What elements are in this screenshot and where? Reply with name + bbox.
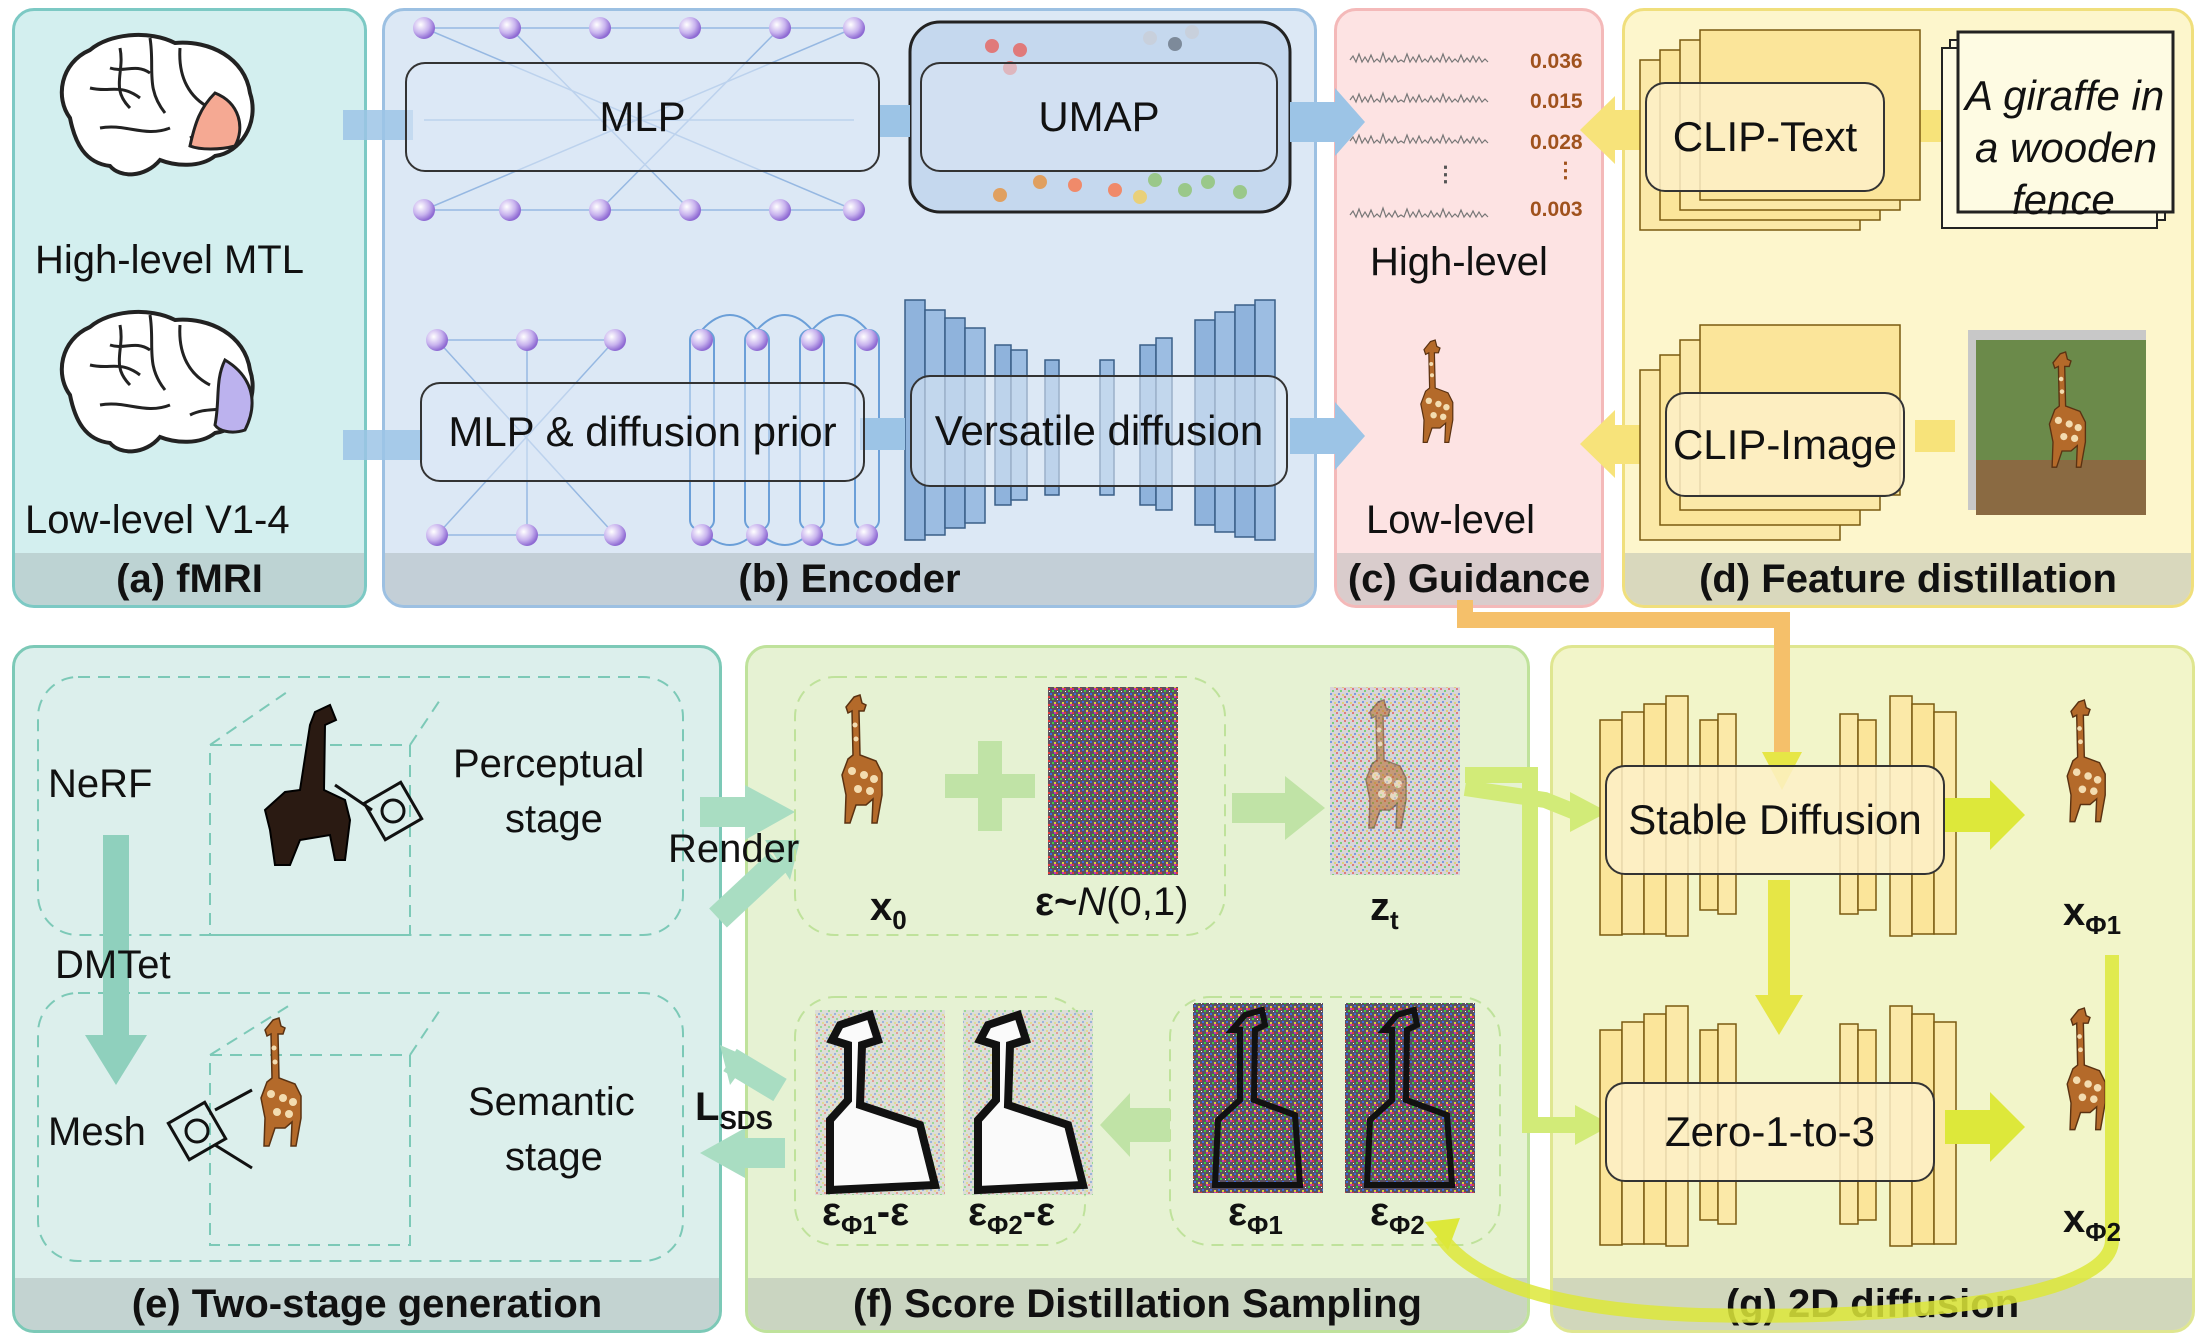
umap-points: [985, 25, 1247, 204]
diff-phi2-image: [963, 1009, 1093, 1195]
zero123-box: Zero-1-to-3: [1605, 1082, 1935, 1182]
noise-eq-label: ε~N(0,1): [1035, 880, 1189, 924]
ellipsis-1: ⋮: [1435, 163, 1456, 186]
guidance-panel-label: (c) Guidance: [1337, 553, 1601, 605]
giraffe-image-low-level: [1420, 339, 1454, 443]
two-stage-panel: (e) Two-stage generation: [12, 645, 722, 1333]
versatile-diffusion-box: Versatile diffusion: [910, 375, 1288, 487]
nerf-object-dark-giraffe: [263, 703, 352, 866]
rendered-image-x0: [841, 694, 883, 824]
xphi2-image: [2066, 1007, 2106, 1131]
feedback-loop-arrow: [1434, 955, 2119, 1323]
noised-image-zt: [1330, 687, 1460, 875]
mlp-prior-box: MLP & diffusion prior: [420, 382, 865, 482]
eps2-label: εΦ2: [1370, 1190, 1425, 1240]
diff-phi1-image: [815, 1009, 945, 1195]
score-3: 0.028: [1530, 131, 1583, 154]
two-stage-panel-label: (e) Two-stage generation: [15, 1278, 719, 1330]
score-1: 0.036: [1530, 50, 1583, 73]
arrow-to-high: [1290, 88, 1365, 156]
semantic-label-1: Semantic: [468, 1080, 635, 1124]
diff1-label: εΦ1-ε: [822, 1190, 910, 1240]
arrow-to-zt: [1232, 776, 1325, 840]
clip-text-box: CLIP-Text: [1645, 82, 1885, 192]
camera-icon-perceptual: [334, 780, 424, 842]
brain-icon-high: [59, 32, 255, 177]
encoder-panel-label: (b) Encoder: [385, 553, 1314, 605]
camera-icon-mesh: [166, 1088, 253, 1170]
clip-image-box: CLIP-Image: [1665, 392, 1905, 497]
x0-label: x0: [870, 885, 907, 935]
guidance-to-stable-arrow: [1457, 600, 1790, 755]
mesh-label: Mesh: [48, 1110, 146, 1154]
caption-line-3: fence: [2012, 176, 2115, 223]
distill-panel-label: (d) Feature distillation: [1625, 553, 2191, 605]
mlp-nodes-top: [413, 17, 865, 221]
perceptual-label-2: stage: [505, 797, 603, 841]
lsds-label: LSDS: [695, 1085, 773, 1135]
nerf-label: NeRF: [48, 762, 153, 806]
caption-line-1: A giraffe in: [1965, 72, 2165, 119]
high-level-mtl-label: High-level MTL: [35, 238, 304, 282]
brain-icon-low: [59, 309, 255, 454]
photo-image: [1968, 330, 2146, 515]
score-2: 0.015: [1530, 90, 1583, 113]
eps-phi1-image: [1193, 1003, 1323, 1193]
xphi1-image: [2066, 699, 2106, 823]
mlp-box: MLP: [405, 62, 880, 172]
arrow-to-xphi2: [1945, 1092, 2025, 1162]
stable-diffusion-box: Stable Diffusion: [1605, 765, 1945, 875]
dmtet-arrow: [103, 835, 129, 1035]
mesh-object-giraffe: [260, 1017, 302, 1147]
arrow-to-xphi1: [1945, 780, 2025, 850]
guidance-high-label: High-level: [1370, 240, 1548, 284]
mlp-nodes-bottom: [426, 329, 878, 546]
ellipsis-2: ⋮: [1555, 159, 1576, 182]
dmtet-label: DMTet: [55, 943, 171, 987]
eps1-label: εΦ1: [1228, 1190, 1283, 1240]
perceptual-label-1: Perceptual: [453, 742, 645, 786]
caption-line-2: a wooden: [1975, 124, 2158, 171]
umap-box: UMAP: [920, 62, 1278, 172]
guidance-low-label: Low-level: [1366, 498, 1535, 542]
semantic-label-2: stage: [505, 1135, 603, 1179]
score-4: 0.003: [1530, 198, 1583, 221]
guidance-waveforms: [1349, 51, 1489, 219]
xphi1-label: xΦ1: [2063, 890, 2122, 940]
xphi2-label: xΦ2: [2063, 1197, 2122, 1247]
eps-phi2-image: [1345, 1003, 1475, 1193]
diff2-label: εΦ2-ε: [968, 1190, 1056, 1240]
sds-panel-label: (f) Score Distillation Sampling: [748, 1278, 1527, 1330]
arrow-from-eps: [1100, 1093, 1170, 1157]
zt-to-zero123-arrow: [1465, 767, 1580, 1133]
noise-image: [1048, 687, 1178, 875]
render-label: Render: [668, 827, 800, 871]
zt-label: zt: [1370, 885, 1399, 935]
arrow-to-low: [1290, 402, 1365, 470]
fmri-panel-label: (a) fMRI: [15, 553, 364, 605]
low-level-v14-label: Low-level V1-4: [25, 498, 290, 542]
